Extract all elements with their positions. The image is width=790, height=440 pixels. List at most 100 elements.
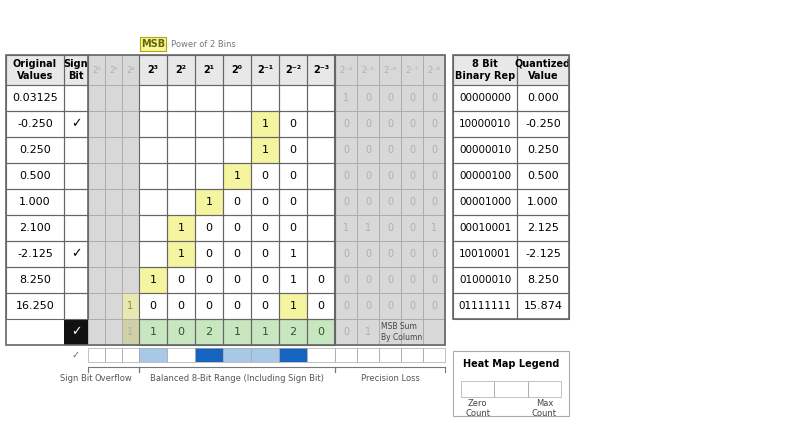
Bar xyxy=(122,267,139,293)
Text: 0.000: 0.000 xyxy=(527,93,559,103)
Bar xyxy=(461,381,495,397)
Bar xyxy=(6,137,64,163)
Bar xyxy=(88,111,105,137)
Bar xyxy=(357,85,379,111)
Bar xyxy=(223,189,251,215)
Bar xyxy=(223,215,251,241)
Bar xyxy=(307,267,335,293)
Bar xyxy=(517,163,569,189)
Bar xyxy=(122,111,139,137)
Bar xyxy=(307,241,335,267)
Bar xyxy=(105,215,122,241)
Text: ✓: ✓ xyxy=(71,326,81,338)
Bar xyxy=(379,55,401,85)
Bar xyxy=(279,348,307,362)
Text: ✓: ✓ xyxy=(72,350,80,360)
Bar xyxy=(223,293,251,319)
Bar xyxy=(335,348,357,362)
Bar xyxy=(88,241,105,267)
Bar xyxy=(139,241,167,267)
Bar xyxy=(453,163,517,189)
Text: 0: 0 xyxy=(343,275,349,285)
Text: 0: 0 xyxy=(318,327,325,337)
Bar xyxy=(335,137,357,163)
Bar xyxy=(195,293,223,319)
Text: 0: 0 xyxy=(261,197,269,207)
Text: 0: 0 xyxy=(409,93,415,103)
Bar xyxy=(307,137,335,163)
Bar xyxy=(335,267,357,293)
Bar xyxy=(279,111,307,137)
Bar xyxy=(195,293,223,319)
Bar xyxy=(423,293,445,319)
Text: 0: 0 xyxy=(205,275,213,285)
Bar xyxy=(223,267,251,293)
Bar xyxy=(6,111,64,137)
Bar xyxy=(6,293,64,319)
Bar xyxy=(223,189,251,215)
Bar xyxy=(195,348,223,362)
Bar xyxy=(307,163,335,189)
Text: 0: 0 xyxy=(431,171,437,181)
Bar xyxy=(357,163,379,189)
Bar xyxy=(401,293,423,319)
Bar xyxy=(88,319,105,345)
Text: 1: 1 xyxy=(431,223,437,233)
Bar xyxy=(517,215,569,241)
Text: ✓: ✓ xyxy=(71,117,81,131)
Bar xyxy=(223,241,251,267)
Text: 0: 0 xyxy=(431,145,437,155)
Text: 2⁻³: 2⁻³ xyxy=(313,65,329,75)
Bar xyxy=(357,85,379,111)
Bar xyxy=(401,319,423,345)
Bar xyxy=(88,55,105,85)
Bar xyxy=(423,55,445,85)
Bar xyxy=(423,85,445,111)
Text: 00000000: 00000000 xyxy=(459,93,511,103)
Text: 1: 1 xyxy=(149,275,156,285)
Bar xyxy=(401,111,423,137)
Bar xyxy=(357,189,379,215)
Bar xyxy=(379,348,401,362)
Bar xyxy=(105,293,122,319)
Text: 0: 0 xyxy=(409,223,415,233)
Bar xyxy=(453,137,517,163)
Bar xyxy=(195,55,223,85)
Bar xyxy=(423,189,445,215)
Bar xyxy=(517,241,569,267)
Bar xyxy=(6,241,64,267)
Bar xyxy=(167,348,195,362)
Bar xyxy=(167,267,195,293)
Bar xyxy=(105,241,122,267)
Bar xyxy=(122,163,139,189)
Bar xyxy=(6,111,64,137)
Bar xyxy=(64,241,88,267)
Bar xyxy=(139,319,167,345)
Bar xyxy=(167,111,195,137)
Text: 0: 0 xyxy=(365,301,371,311)
Bar xyxy=(357,293,379,319)
Text: 1: 1 xyxy=(261,327,269,337)
Bar xyxy=(423,267,445,293)
Text: 0.500: 0.500 xyxy=(19,171,51,181)
Bar xyxy=(64,215,88,241)
Bar xyxy=(357,215,379,241)
Bar xyxy=(251,189,279,215)
Bar xyxy=(423,348,445,362)
Text: 1: 1 xyxy=(178,223,185,233)
Bar xyxy=(453,137,517,163)
Text: 0: 0 xyxy=(387,145,393,155)
Text: 8.250: 8.250 xyxy=(527,275,559,285)
Bar xyxy=(423,348,445,362)
Bar xyxy=(453,293,517,319)
Bar xyxy=(335,111,357,137)
Bar xyxy=(423,111,445,137)
Bar xyxy=(105,293,122,319)
Bar xyxy=(64,111,88,137)
Bar xyxy=(223,319,251,345)
Bar xyxy=(195,189,223,215)
Bar xyxy=(251,215,279,241)
Bar xyxy=(88,111,105,137)
Bar xyxy=(195,163,223,189)
Bar xyxy=(401,55,423,85)
